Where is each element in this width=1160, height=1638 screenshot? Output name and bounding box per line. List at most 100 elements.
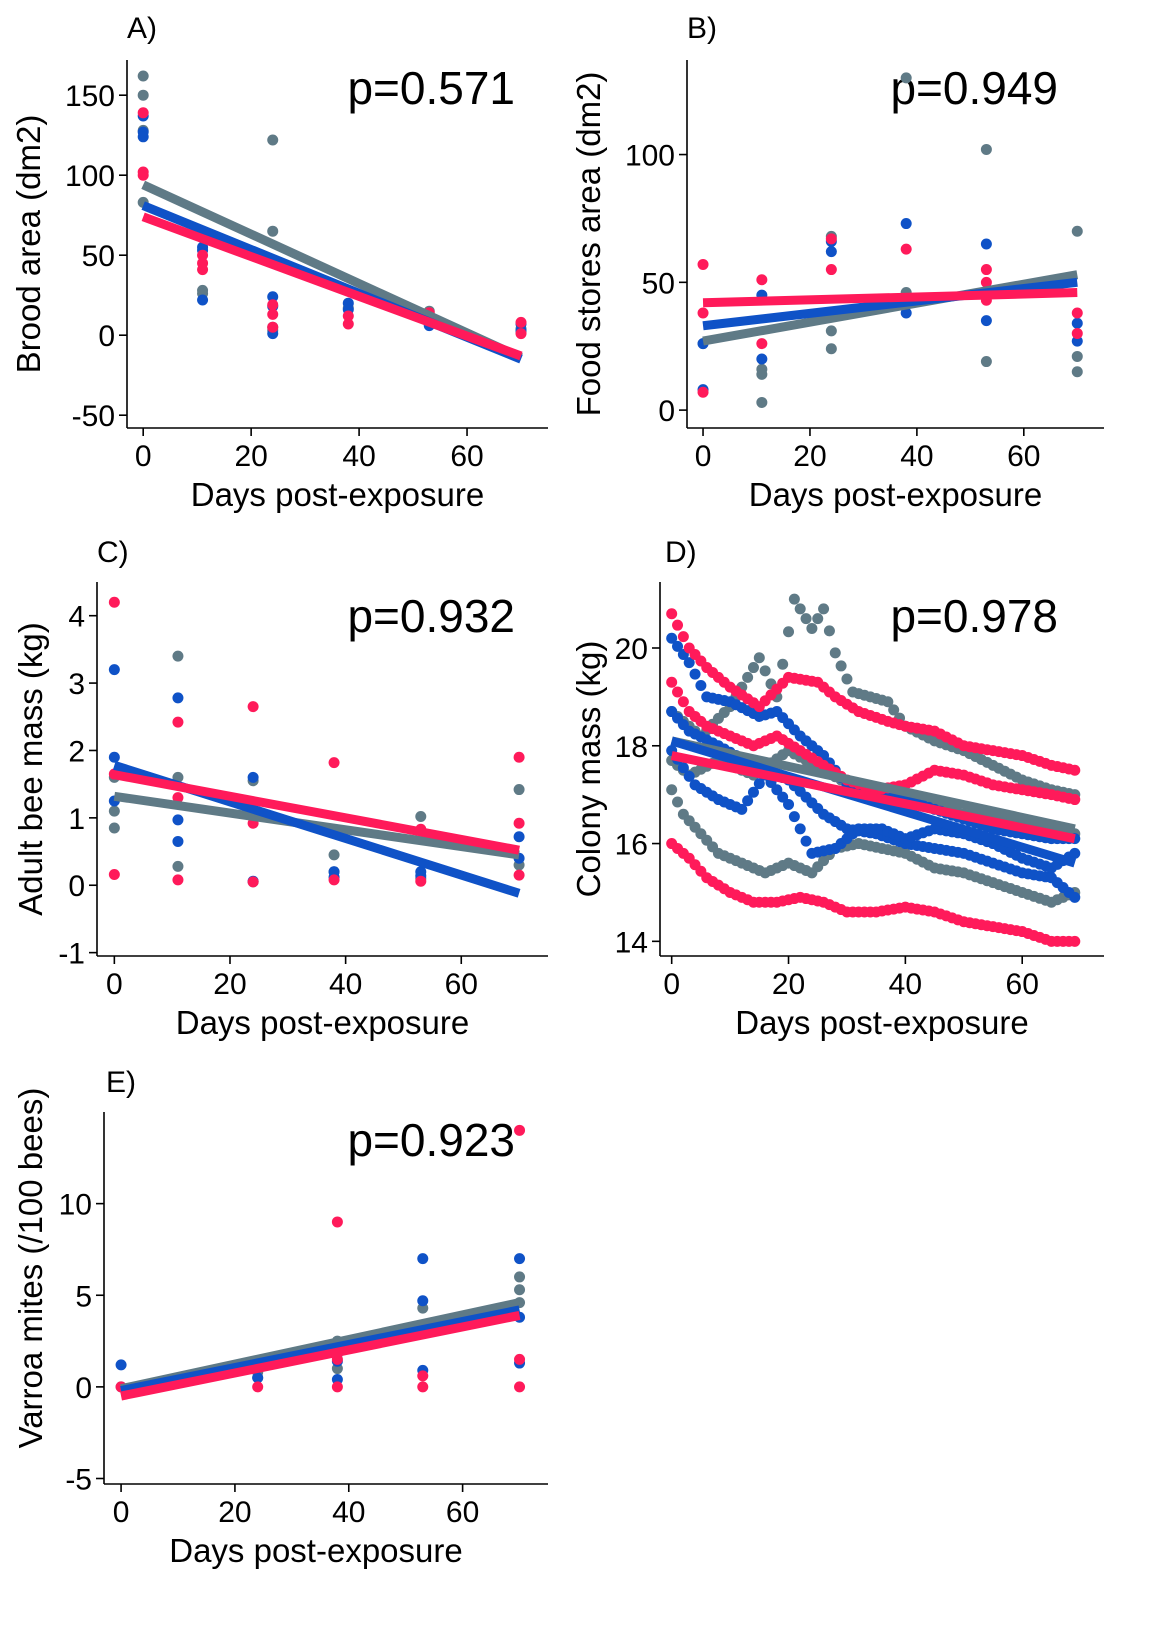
data-point <box>672 640 684 652</box>
y-axis-title: Brood area (dm2) <box>10 115 47 374</box>
data-point <box>108 822 120 834</box>
trend-line-gray <box>670 736 1076 834</box>
data-point <box>888 704 900 716</box>
panel-b: 0 20 40 60 0 50 100 Days post-exposure Food stor… <box>570 12 1104 513</box>
data-point <box>818 603 830 615</box>
data-point <box>1069 935 1081 947</box>
data-point <box>252 1372 264 1384</box>
p-value-annotation: p=0.978 <box>890 590 1058 642</box>
data-point <box>1069 794 1081 806</box>
panel-label: B) <box>687 12 717 45</box>
y-tick-label: 50 <box>82 240 115 273</box>
x-tick-label: 0 <box>695 440 712 473</box>
data-point <box>515 316 527 328</box>
data-point <box>108 868 120 880</box>
x-tick-label: 60 <box>1006 968 1039 1001</box>
x-tick-label: 40 <box>342 440 375 473</box>
data-point <box>1071 307 1083 319</box>
data-point <box>783 626 795 638</box>
data-point <box>882 696 894 708</box>
data-point <box>172 860 184 872</box>
panel-label: D) <box>665 536 697 569</box>
y-tick-label: 2 <box>68 735 85 768</box>
data-point <box>666 676 678 688</box>
data-point <box>1071 335 1083 347</box>
data-point <box>788 811 800 823</box>
data-point <box>697 307 709 319</box>
x-tick-label: 40 <box>900 440 933 473</box>
data-point <box>742 795 754 807</box>
data-point <box>756 368 768 380</box>
y-tick-label: 5 <box>75 1280 92 1313</box>
y-axis-title: Varroa mites (/100 bees) <box>12 1088 49 1449</box>
data-point <box>835 660 847 672</box>
data-point <box>677 631 689 643</box>
data-point <box>137 131 149 143</box>
data-point <box>247 876 259 888</box>
y-tick-label: 10 <box>59 1189 92 1222</box>
x-tick-label: 0 <box>106 968 123 1001</box>
x-tick-label: 60 <box>1007 440 1040 473</box>
data-point <box>825 233 837 245</box>
x-tick-label: 0 <box>113 1496 130 1529</box>
data-point <box>1071 327 1083 339</box>
data-point <box>417 1370 429 1382</box>
y-axis-title: Adult bee mass (kg) <box>12 622 49 915</box>
data-point <box>689 668 701 680</box>
series-blue <box>697 218 1083 396</box>
x-tick-label: 20 <box>793 440 826 473</box>
trend-line-pink <box>702 288 1078 308</box>
data-point <box>515 328 527 340</box>
data-point <box>267 225 279 237</box>
data-point <box>172 835 184 847</box>
data-point <box>683 657 695 669</box>
data-point <box>247 701 259 713</box>
data-point <box>794 603 806 615</box>
y-tick-label: 4 <box>68 601 85 634</box>
data-point <box>695 679 707 691</box>
panel-label: E) <box>106 1066 136 1099</box>
data-point <box>800 613 812 625</box>
data-point <box>108 751 120 763</box>
data-point <box>267 321 279 333</box>
x-axis-title: Days post-exposure <box>176 1004 469 1041</box>
p-value-annotation: p=0.571 <box>347 62 515 114</box>
data-point <box>771 784 783 796</box>
data-point <box>980 315 992 327</box>
y-tick-label: 18 <box>615 731 648 764</box>
panel-a: 0 20 40 60 -50 0 50 100 150 Days post-exposure Bro… <box>10 12 548 513</box>
x-axis-title: Days post-exposure <box>749 476 1042 513</box>
data-point <box>197 294 209 306</box>
data-point <box>417 1253 429 1265</box>
data-point <box>513 831 525 843</box>
data-point <box>806 622 818 634</box>
data-point <box>247 771 259 783</box>
trend-line-blue <box>702 277 1078 331</box>
data-point <box>756 396 768 408</box>
x-tick-label: 60 <box>450 440 483 473</box>
x-tick-label: 60 <box>446 1496 479 1529</box>
y-tick-label: 14 <box>615 926 648 959</box>
data-point <box>137 70 149 82</box>
data-point <box>794 823 806 835</box>
p-value-annotation: p=0.949 <box>890 62 1058 114</box>
series-gray <box>697 72 1083 408</box>
data-point <box>137 107 149 119</box>
x-tick-label: 60 <box>445 968 478 1001</box>
data-point <box>514 1381 526 1393</box>
panel-label: A) <box>127 12 157 45</box>
data-point <box>756 274 768 286</box>
data-point <box>900 243 912 255</box>
data-point <box>672 796 684 808</box>
data-point <box>742 671 754 683</box>
data-point <box>267 308 279 320</box>
data-point <box>777 658 789 670</box>
series-pink <box>108 596 525 888</box>
y-tick-label: 100 <box>65 160 115 193</box>
data-point <box>514 1284 526 1296</box>
x-axis-title: Days post-exposure <box>735 1004 1028 1041</box>
y-tick-label: -5 <box>65 1464 92 1497</box>
data-point <box>514 1353 526 1365</box>
data-point <box>342 310 354 322</box>
data-point <box>252 1381 264 1393</box>
